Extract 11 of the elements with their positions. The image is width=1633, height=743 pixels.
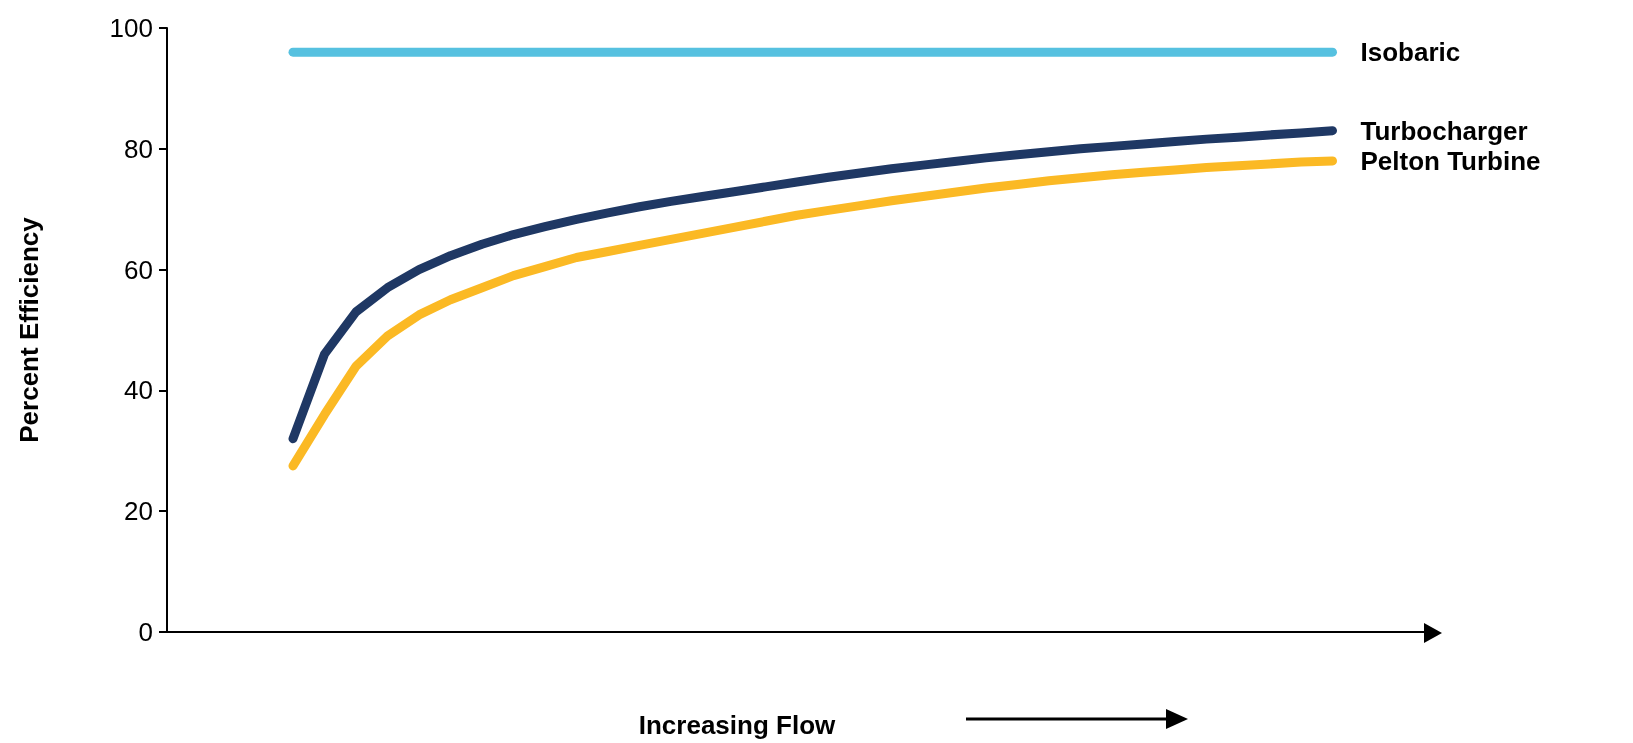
y-axis-title: Percent Efficiency bbox=[14, 216, 44, 443]
series-label: Turbocharger bbox=[1360, 115, 1528, 146]
series-label: Isobaric bbox=[1360, 37, 1461, 68]
y-tick-label: 60 bbox=[124, 254, 153, 285]
y-tick-label: 20 bbox=[124, 496, 153, 527]
y-tick-label: 100 bbox=[109, 13, 153, 43]
y-tick-label: 0 bbox=[138, 617, 153, 647]
y-tick-label: 80 bbox=[124, 133, 153, 164]
series-label: Pelton Turbine bbox=[1360, 145, 1541, 176]
y-tick-label: 40 bbox=[124, 375, 153, 406]
x-axis-title: Increasing Flow bbox=[638, 710, 837, 740]
